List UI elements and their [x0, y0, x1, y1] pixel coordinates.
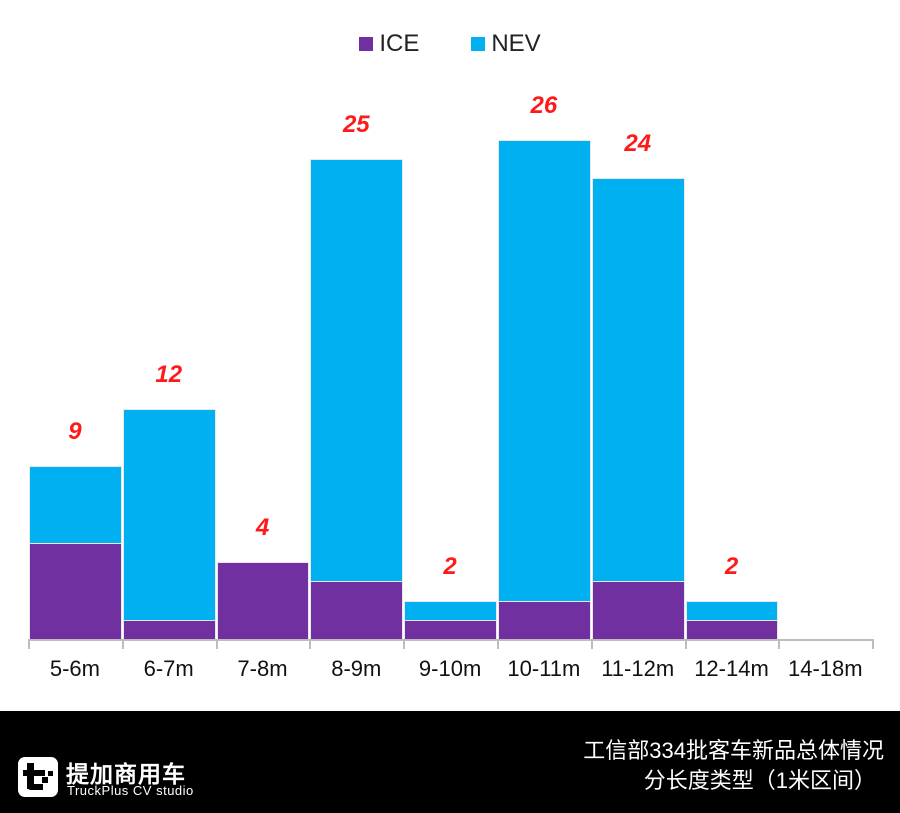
x-axis-tick: [872, 639, 875, 649]
legend-item-nev: NEV: [471, 30, 541, 58]
bar-segment-ice: [591, 581, 685, 639]
bar-segment-ice: [216, 562, 310, 639]
legend-swatch-ice: [359, 37, 374, 51]
bar-total-label: 2: [443, 552, 457, 580]
chart-plot-area: 9 5-6m 12 6-7m 4 7-8m 25 8-9m 2 9-10m 26 10-11m 24 11…: [28, 91, 875, 681]
bar-total-label: 12: [155, 360, 183, 388]
bar-segment-ice: [310, 581, 404, 639]
bar-segment-nev: [122, 408, 216, 620]
chart-legend: ICE NEV: [0, 30, 900, 58]
bar-segment-ice: [498, 600, 591, 639]
legend-label-ice: ICE: [379, 30, 420, 57]
bar-total-label: 4: [255, 514, 270, 542]
bar-total-label: 26: [530, 91, 558, 119]
bar-total-label: 9: [68, 418, 82, 446]
x-axis-line: [28, 639, 874, 641]
x-axis-category-label: 11-12m: [601, 656, 675, 681]
footer-banner: 提加商用车 TruckPlus CV studio 工信部334批客车新品总体情…: [0, 711, 900, 813]
x-axis-category-label: 14-18m: [787, 656, 863, 681]
bar-segment-ice: [122, 619, 216, 639]
x-axis-category-label: 12-14m: [694, 656, 769, 681]
x-axis-tick: [309, 639, 312, 649]
bar-segment-nev: [404, 600, 497, 620]
bar-segment-nev: [498, 139, 591, 601]
bar-segment-nev: [685, 600, 779, 620]
x-axis-category-label: 7-8m: [237, 656, 288, 681]
x-axis-category-label: 8-9m: [331, 656, 382, 681]
bar-total-label: 25: [342, 111, 370, 138]
x-axis-tick: [121, 639, 124, 649]
brand-name-cn: 提加商用车: [66, 761, 186, 787]
x-axis-tick: [403, 639, 406, 649]
bar-segment-ice: [29, 543, 122, 639]
x-axis-category-label: 5-6m: [49, 656, 100, 681]
x-axis-tick: [215, 639, 218, 649]
x-axis-tick: [590, 639, 593, 649]
x-axis-tick: [684, 639, 687, 649]
bar-segment-nev: [310, 159, 404, 582]
x-axis-tick: [28, 639, 30, 649]
x-axis-tick: [497, 639, 499, 649]
legend-swatch-nev: [471, 37, 486, 51]
bar-total-label: 24: [624, 130, 652, 158]
x-axis-category-label: 6-7m: [143, 656, 194, 681]
bar-segment-ice: [685, 619, 779, 639]
bar-segment-nev: [591, 178, 685, 582]
truckplus-logo-icon: [18, 757, 58, 797]
chart-title-line1: 工信部334批客车新品总体情况: [583, 738, 884, 763]
brand-name-en: TruckPlus CV studio: [67, 783, 194, 798]
bar-segment-nev: [29, 466, 122, 543]
x-axis-tick: [778, 639, 781, 649]
bar-total-label: 2: [724, 552, 739, 580]
legend-label-nev: NEV: [491, 30, 541, 57]
x-axis-category-label: 10-11m: [507, 656, 581, 681]
bar-segment-ice: [404, 619, 497, 639]
chart-title-line2: 分长度类型（1米区间）: [643, 768, 876, 793]
legend-item-ice: ICE: [359, 30, 419, 58]
x-axis-category-label: 9-10m: [418, 656, 482, 681]
